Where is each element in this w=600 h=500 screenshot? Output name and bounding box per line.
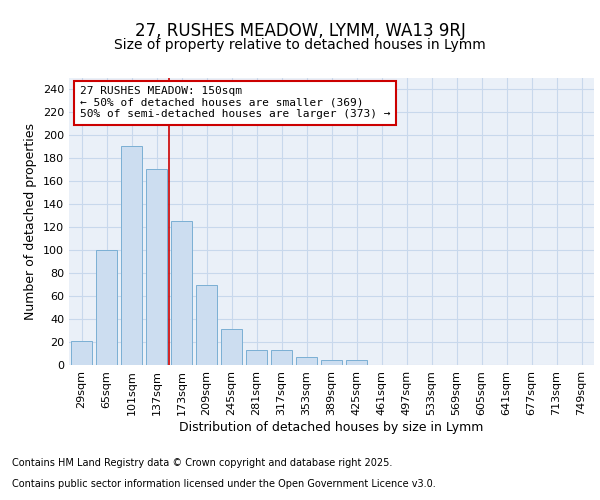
- Bar: [71, 341, 92, 365]
- Text: 27, RUSHES MEADOW, LYMM, WA13 9RJ: 27, RUSHES MEADOW, LYMM, WA13 9RJ: [134, 22, 466, 40]
- Bar: [171, 221, 192, 365]
- Bar: [271, 350, 292, 365]
- Text: 27 RUSHES MEADOW: 150sqm
← 50% of detached houses are smaller (369)
50% of semi-: 27 RUSHES MEADOW: 150sqm ← 50% of detach…: [79, 86, 390, 120]
- Bar: [121, 146, 142, 365]
- X-axis label: Distribution of detached houses by size in Lymm: Distribution of detached houses by size …: [179, 420, 484, 434]
- Bar: [146, 170, 167, 365]
- Bar: [296, 357, 317, 365]
- Y-axis label: Number of detached properties: Number of detached properties: [25, 122, 37, 320]
- Bar: [196, 284, 217, 365]
- Text: Size of property relative to detached houses in Lymm: Size of property relative to detached ho…: [114, 38, 486, 52]
- Bar: [321, 360, 342, 365]
- Bar: [96, 250, 117, 365]
- Text: Contains public sector information licensed under the Open Government Licence v3: Contains public sector information licen…: [12, 479, 436, 489]
- Text: Contains HM Land Registry data © Crown copyright and database right 2025.: Contains HM Land Registry data © Crown c…: [12, 458, 392, 468]
- Bar: [246, 350, 267, 365]
- Bar: [221, 330, 242, 365]
- Bar: [346, 360, 367, 365]
